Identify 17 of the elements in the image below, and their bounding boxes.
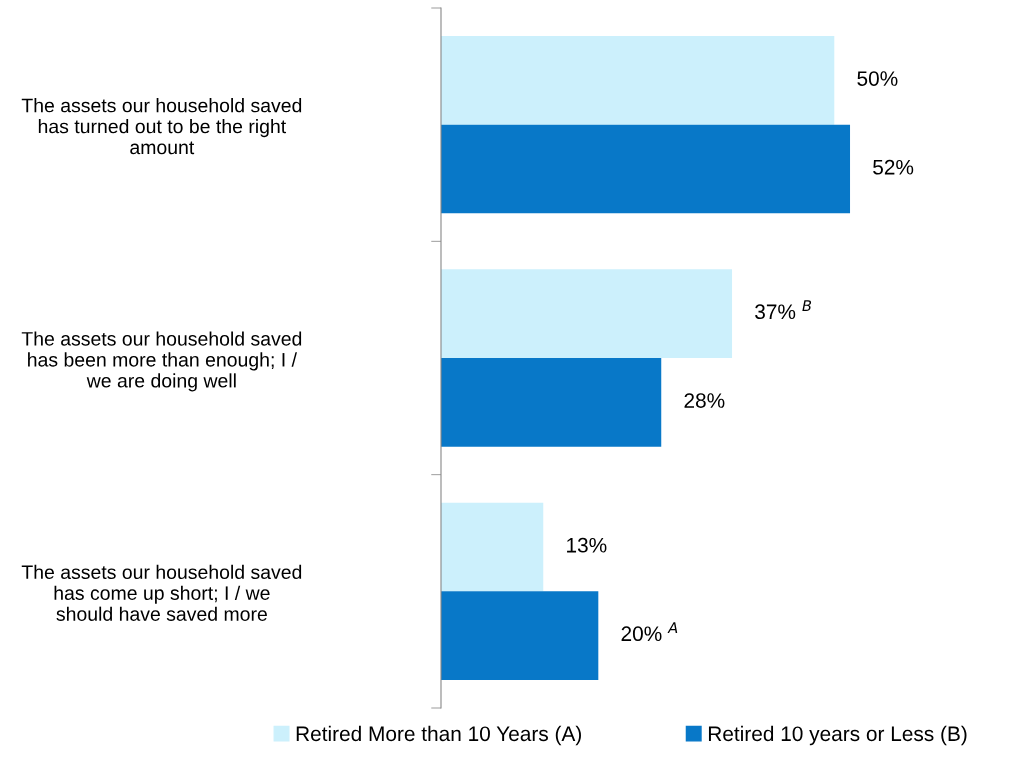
bar: [441, 36, 835, 125]
data-label: 28%: [684, 393, 725, 408]
data-label: 50%: [857, 71, 898, 86]
y-tick-label: The assets our household saved has been more than enough; I / we are doing well: [21, 331, 302, 392]
data-label: 13%: [567, 537, 607, 553]
y-tick-label: The assets our household saved has turned out to be the right amount: [21, 98, 302, 155]
data-label: 20% $^{A}$: [621, 622, 678, 642]
legend-label: Retired 10 years or Less (B): [708, 725, 967, 746]
legend-label: Retired More than 10 Years (A): [296, 725, 581, 746]
bar: [441, 591, 599, 680]
bar: [441, 269, 733, 358]
y-tick-label: The assets our household saved has come up short; I / we should have saved more: [21, 564, 302, 621]
bar: [441, 124, 851, 214]
data-label: 37% $^{B}$: [755, 300, 812, 320]
bar: [441, 502, 544, 592]
bar: [441, 358, 662, 447]
data-label: 52%: [873, 159, 914, 175]
